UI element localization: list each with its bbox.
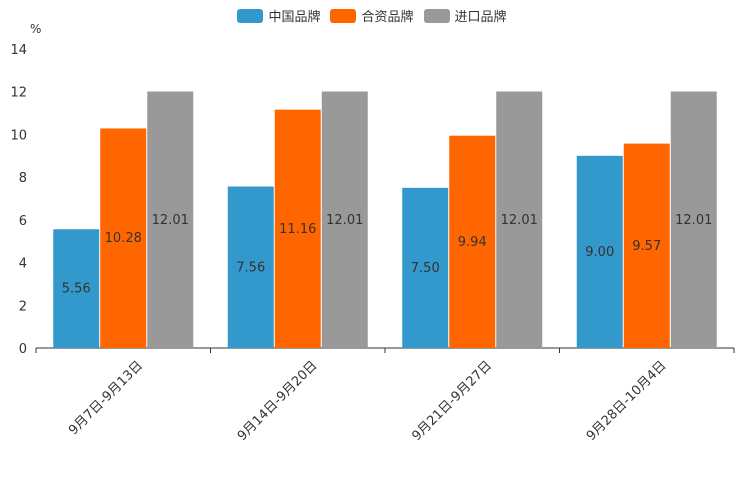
y-tick-label-5: 10: [10, 128, 27, 143]
x-tick-label-2: 9月21日-9月27日: [409, 358, 495, 444]
bar-s1-c2: [449, 135, 496, 348]
data-label-s0-c2: 7.50: [411, 261, 440, 276]
bar-s2-c3: [670, 91, 717, 348]
y-tick-label-0: 0: [19, 342, 27, 357]
y-tick-label-3: 6: [19, 214, 27, 229]
data-label-s1-c0: 10.28: [105, 231, 142, 246]
legend-label-china: 中国品牌: [268, 10, 321, 25]
data-label-s2-c2: 12.01: [501, 213, 538, 228]
bar-s0-c3: [576, 155, 623, 348]
bar-s1-c0: [100, 128, 147, 348]
bar-s0-c1: [227, 186, 274, 348]
y-axis-unit: %: [30, 22, 42, 36]
data-label-s0-c1: 7.56: [236, 260, 265, 275]
y-tick-label-2: 4: [19, 257, 27, 272]
y-tick-label-7: 14: [10, 43, 27, 58]
y-tick-label-1: 2: [19, 299, 27, 314]
x-tick-label-0: 9月7日-9月13日: [66, 358, 146, 438]
data-label-s1-c1: 11.16: [279, 222, 316, 237]
legend-item-imported[interactable]: 进口品牌: [423, 6, 507, 25]
data-label-s1-c2: 9.94: [458, 235, 487, 250]
bar-s1-c1: [274, 109, 321, 348]
x-tick-label-1: 9月14日-9月20日: [235, 358, 321, 444]
legend-swatch-china: [237, 8, 264, 23]
data-label-s2-c0: 12.01: [152, 213, 189, 228]
bar-s2-c0: [147, 91, 194, 348]
bar-s0-c2: [402, 187, 449, 348]
legend-label-imported: 进口品牌: [454, 10, 507, 25]
data-label-s2-c3: 12.01: [675, 213, 712, 228]
data-label-s1-c3: 9.57: [632, 239, 661, 254]
data-label-s0-c3: 9.00: [585, 245, 614, 260]
legend-swatch-imported: [423, 8, 450, 23]
bar-s0-c0: [53, 229, 100, 348]
legend-swatch-joint-venture: [330, 8, 357, 23]
legend-label-joint-venture: 合资品牌: [361, 10, 414, 25]
legend-item-joint-venture[interactable]: 合资品牌: [330, 6, 414, 25]
legend: 中国品牌 合资品牌 进口品牌: [0, 6, 744, 25]
y-tick-label-6: 12: [10, 86, 27, 101]
bar-s2-c1: [321, 91, 368, 348]
bar-s2-c2: [496, 91, 543, 348]
legend-item-china[interactable]: 中国品牌: [237, 6, 320, 25]
y-tick-label-4: 8: [19, 171, 27, 186]
x-tick-label-3: 9月28日-10月4日: [584, 358, 670, 444]
bar-s1-c3: [623, 143, 670, 348]
data-label-s0-c0: 5.56: [62, 282, 91, 297]
data-label-s2-c1: 12.01: [326, 213, 363, 228]
